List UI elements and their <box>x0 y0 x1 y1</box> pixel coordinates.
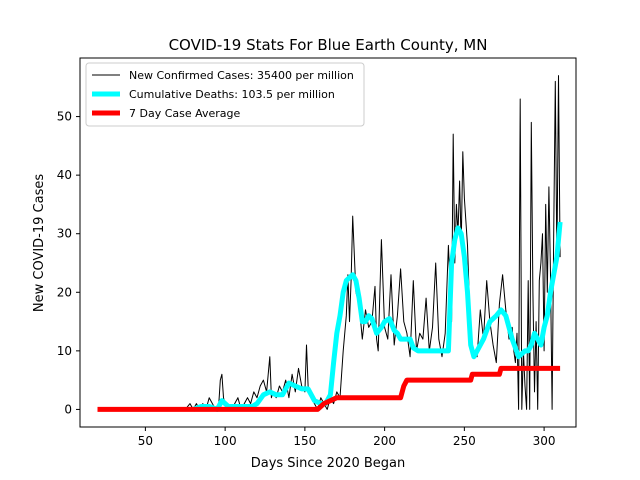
series-line-2 <box>97 365 561 412</box>
x-tick-label: 50 <box>138 434 153 448</box>
x-axis-label: Days Since 2020 Began <box>251 456 406 471</box>
x-tick-label: 200 <box>373 434 396 448</box>
legend-label-2: 7 Day Case Average <box>129 107 241 120</box>
y-tick-label: 30 <box>57 227 72 241</box>
y-tick-label: 10 <box>57 344 72 358</box>
series-line-0 <box>184 75 561 410</box>
y-tick-label: 40 <box>57 168 72 182</box>
y-tick-label: 0 <box>64 402 72 416</box>
series-line-1 <box>192 221 563 412</box>
legend: New Confirmed Cases: 35400 per million Cu… <box>85 62 365 127</box>
axes-frame <box>79 57 577 428</box>
chart-title: COVID-19 Stats For Blue Earth County, MN <box>169 36 488 54</box>
y-axis-label: New COVID-19 Cases <box>32 174 47 312</box>
legend-label-0: New Confirmed Cases: 35400 per million <box>129 69 354 82</box>
x-tick-label: 100 <box>214 434 237 448</box>
y-tick-label: 50 <box>57 110 72 124</box>
legend-label-1: Cumulative Deaths: 103.5 per million <box>129 88 335 101</box>
x-tick-label: 300 <box>533 434 556 448</box>
x-tick-label: 150 <box>293 434 316 448</box>
series-group <box>97 75 563 412</box>
legend-box <box>85 62 365 127</box>
y-tick-label: 20 <box>57 285 72 299</box>
plot-area: 50 100 150 200 250 300 0 10 20 30 40 50 New Confirme… <box>57 57 577 448</box>
x-tick-label: 250 <box>453 434 476 448</box>
